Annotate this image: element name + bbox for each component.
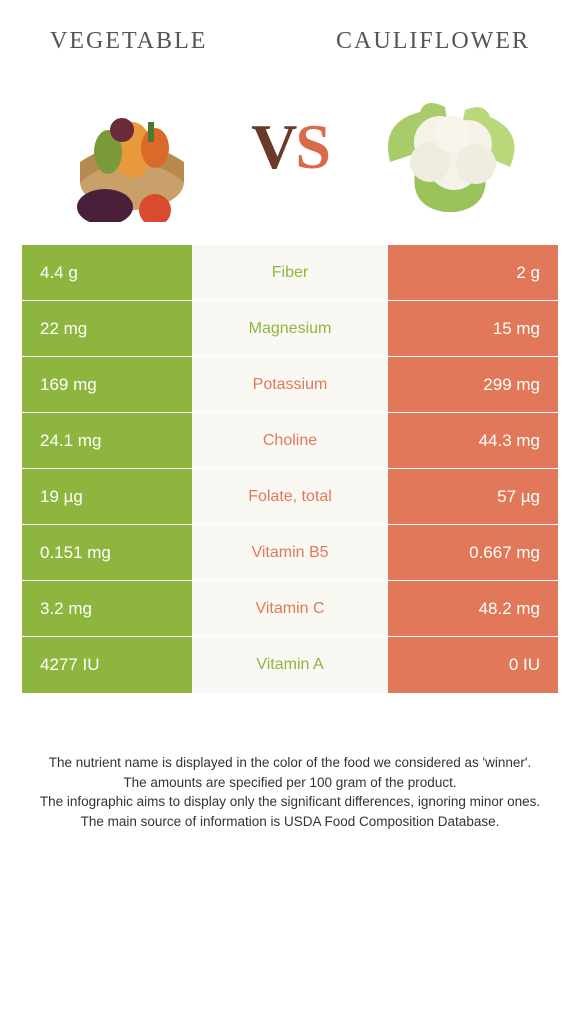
table-row: 19 µgFolate, total57 µg xyxy=(22,469,558,525)
vs-s: S xyxy=(295,111,329,182)
vs-label: VS xyxy=(251,110,329,184)
right-value: 57 µg xyxy=(388,469,558,524)
nutrient-label: Potassium xyxy=(192,357,388,412)
table-row: 24.1 mgCholine44.3 mg xyxy=(22,413,558,469)
table-row: 4.4 gFiber2 g xyxy=(22,245,558,301)
left-value: 169 mg xyxy=(22,357,192,412)
nutrient-label: Vitamin B5 xyxy=(192,525,388,580)
nutrient-label: Vitamin A xyxy=(192,637,388,693)
footnote-line: The nutrient name is displayed in the co… xyxy=(24,753,556,773)
right-value: 2 g xyxy=(388,245,558,300)
footnotes: The nutrient name is displayed in the co… xyxy=(0,693,580,831)
right-value: 15 mg xyxy=(388,301,558,356)
cauliflower-image xyxy=(370,67,530,227)
nutrient-label: Choline xyxy=(192,413,388,468)
footnote-line: The amounts are specified per 100 gram o… xyxy=(24,773,556,793)
left-value: 19 µg xyxy=(22,469,192,524)
right-value: 48.2 mg xyxy=(388,581,558,636)
nutrient-label: Magnesium xyxy=(192,301,388,356)
right-value: 0 IU xyxy=(388,637,558,693)
left-value: 4.4 g xyxy=(22,245,192,300)
nutrient-label: Fiber xyxy=(192,245,388,300)
left-value: 24.1 mg xyxy=(22,413,192,468)
table-row: 3.2 mgVitamin C48.2 mg xyxy=(22,581,558,637)
nutrient-table: 4.4 gFiber2 g22 mgMagnesium15 mg169 mgPo… xyxy=(22,245,558,693)
left-value: 22 mg xyxy=(22,301,192,356)
left-value: 4277 IU xyxy=(22,637,192,693)
footnote-line: The main source of information is USDA F… xyxy=(24,812,556,832)
left-value: 0.151 mg xyxy=(22,525,192,580)
table-row: 4277 IUVitamin A0 IU xyxy=(22,637,558,693)
nutrient-label: Folate, total xyxy=(192,469,388,524)
left-value: 3.2 mg xyxy=(22,581,192,636)
table-row: 0.151 mgVitamin B50.667 mg xyxy=(22,525,558,581)
right-title: Cauliflower xyxy=(336,28,530,55)
table-row: 22 mgMagnesium15 mg xyxy=(22,301,558,357)
left-title: VEGETABLE xyxy=(50,28,207,55)
footnote-line: The infographic aims to display only the… xyxy=(24,792,556,812)
right-value: 0.667 mg xyxy=(388,525,558,580)
vegetable-basket-image xyxy=(50,67,210,227)
vs-v: V xyxy=(251,111,295,182)
table-row: 169 mgPotassium299 mg xyxy=(22,357,558,413)
nutrient-label: Vitamin C xyxy=(192,581,388,636)
hero-row: VS xyxy=(0,55,580,245)
right-value: 299 mg xyxy=(388,357,558,412)
right-value: 44.3 mg xyxy=(388,413,558,468)
